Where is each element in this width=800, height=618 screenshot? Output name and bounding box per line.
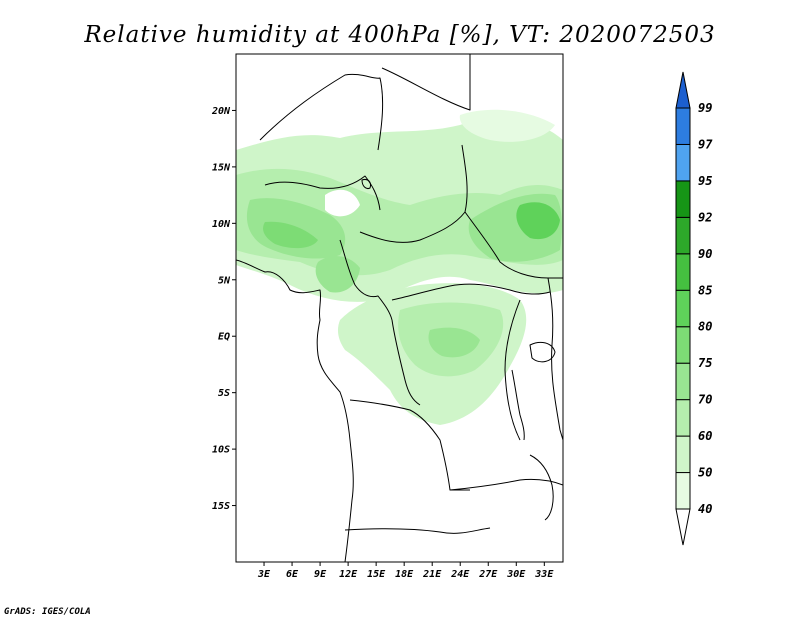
lon-tick-label: 15E [367,569,386,580]
border-drc-angola [349,399,470,491]
border-sudan-south [464,211,563,279]
border-drc-east [504,299,521,441]
border-niger-algeria [259,73,384,151]
colorbar-level-label: 50 [698,466,712,480]
lon-tick-label: 12E [339,569,358,580]
lat-tick-label: 20N [211,106,231,117]
humidity-region-cameroon [315,256,360,293]
lat-tick-label: 15S [212,501,230,512]
colorbar-bin [675,472,691,510]
colorbar-level-label: 80 [698,320,712,334]
colorbar-bin [675,253,691,291]
lat-tick-label: 10S [212,445,230,456]
lon-tick-label: 3E [257,569,271,580]
border-car-drc [391,283,551,301]
lat-tick-label: 5S [218,388,230,399]
colorbar-level-label: 99 [698,101,712,115]
colorbar-bin [675,216,691,255]
humidity-region-sudan-core [516,202,560,240]
colorbar-level-label: 97 [698,137,713,151]
lon-tick-label: 24E [450,569,470,580]
lat-tick-label: 10N [212,219,231,230]
colorbar-level-label: 40 [698,502,712,516]
border-zambia [449,479,563,491]
humidity-region-west-africa-core [263,221,318,249]
lake-chad [361,179,371,189]
border-east-coast [547,277,563,441]
border-nigeria-niger [264,175,381,211]
colorbar-bin [675,326,691,364]
colorbar-level-label: 95 [698,174,712,188]
latitude-axis: 20N 15N 10N 5N EQ 5S 10S 15S [211,106,236,512]
colorbar-bin [675,508,691,546]
border-congo-drc [391,319,421,406]
map-plot-area: 20N 15N 10N 5N EQ 5S 10S 15S 3E 6E 9E 12E 15E 18E 21E… [211,53,564,580]
lon-tick-label: 18E [395,569,414,580]
humidity-region-north [459,109,555,142]
colorbar-level-label: 60 [698,429,712,443]
border-mozambique [529,454,554,521]
map-frame [235,53,564,563]
colorbar-bin [675,362,691,401]
colorbar-bin [675,107,691,145]
humidity-region-chad-dry [325,189,360,217]
map-title: Relative humidity at 400hPa [%], VT: 202… [83,22,715,48]
border-libya-sudan [381,54,471,111]
lat-tick-label: EQ [218,332,230,343]
humidity-region-congo-core [428,327,480,358]
colorbar-level-label: 70 [698,393,712,407]
border-chad-car [359,144,468,243]
colorbar-bin [675,289,691,328]
colorbar-level-label: 85 [698,283,712,297]
colorbar: 40 50 60 70 75 80 85 90 92 95 97 99 [675,71,713,546]
border-angola-south [344,527,491,534]
colorbar-bin [675,71,691,109]
lon-tick-label: 27E [478,569,498,580]
colorbar-bin [675,143,691,182]
lon-tick-label: 30E [506,569,526,580]
country-borders [236,54,563,562]
lon-tick-label: 6E [286,569,299,580]
border-cameroon [339,239,393,321]
colorbar-level-label: 92 [698,210,712,224]
grads-credit: GrADS: IGES/COLA [4,607,91,617]
lat-tick-label: 15N [212,162,231,173]
colorbar-bin [675,435,691,474]
colorbar-bin [675,399,691,437]
colorbar-level-label: 90 [698,247,712,261]
longitude-axis: 3E 6E 9E 12E 15E 18E 21E 24E 27E 30E 33E [257,562,554,580]
lat-tick-label: 5N [218,275,231,286]
coastline [236,259,354,562]
lon-tick-label: 9E [314,569,327,580]
lake-victoria [529,341,556,363]
lon-tick-label: 21E [422,569,442,580]
lake-tanganyika [511,369,525,441]
colorbar-level-label: 75 [698,356,712,370]
colorbar-bin [675,180,691,218]
lon-tick-label: 33E [534,569,554,580]
humidity-field [236,109,563,425]
